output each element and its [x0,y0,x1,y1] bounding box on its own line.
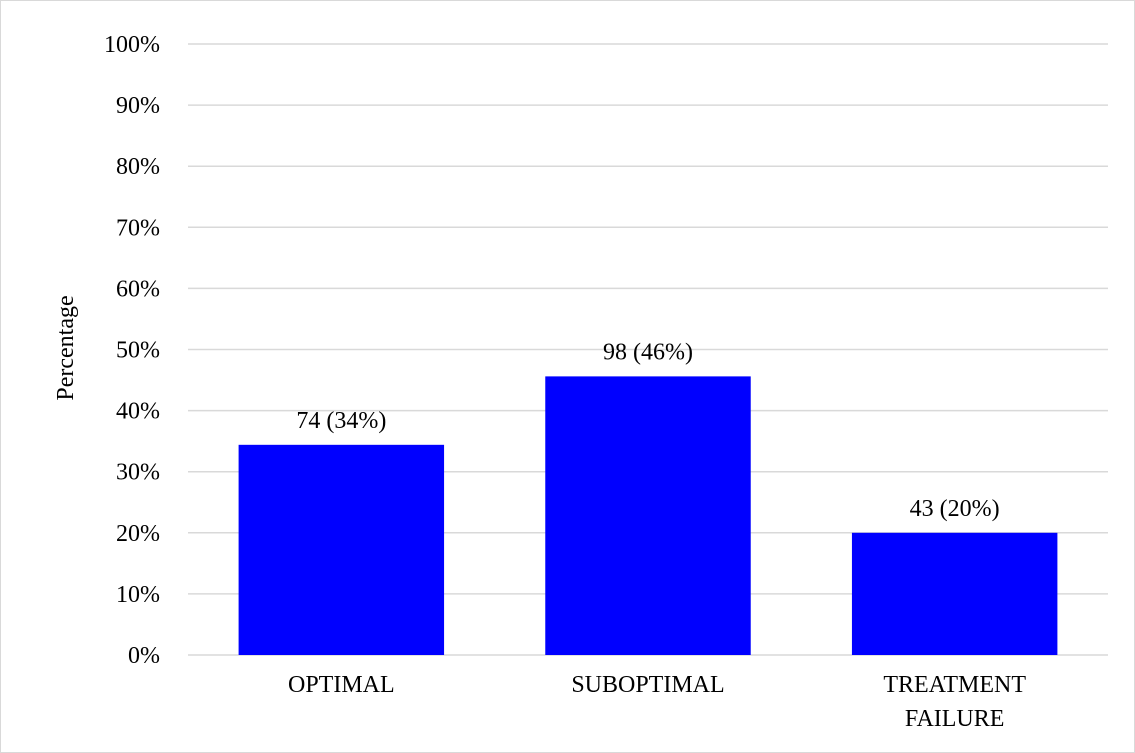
category-label: SUBOPTIMAL [571,672,724,698]
category-label: TREATMENT FAILURE [883,672,1026,732]
data-label: 98 (46%) [603,339,693,365]
y-tick-label: 60% [116,276,160,302]
bars [238,376,1058,655]
y-tick-label: 0% [128,643,160,669]
y-tick-label: 20% [116,521,160,547]
category-label: OPTIMAL [288,672,395,698]
y-tick-label: 10% [116,582,160,608]
y-tick-label: 100% [104,32,160,58]
bar [238,444,445,655]
bar [545,376,751,655]
y-tick-label: 80% [116,154,160,180]
data-label: 74 (34%) [296,408,386,434]
category-labels: OPTIMAL SUBOPTIMAL TREATMENT FAILURE [288,672,1026,732]
y-axis-ticks: 0% 10% 20% 30% 40% 50% 60% 70% 80% 90% 100% [104,32,160,669]
y-tick-label: 70% [116,215,160,241]
data-labels: 74 (34%) 98 (46%) 43 (20%) [296,339,999,521]
bar [851,532,1058,655]
y-axis-title: Percentage [53,295,79,400]
y-tick-label: 40% [116,399,160,425]
y-tick-label: 50% [116,338,160,364]
y-tick-label: 90% [116,93,160,119]
data-label: 43 (20%) [910,496,1000,522]
y-tick-label: 30% [116,460,160,486]
